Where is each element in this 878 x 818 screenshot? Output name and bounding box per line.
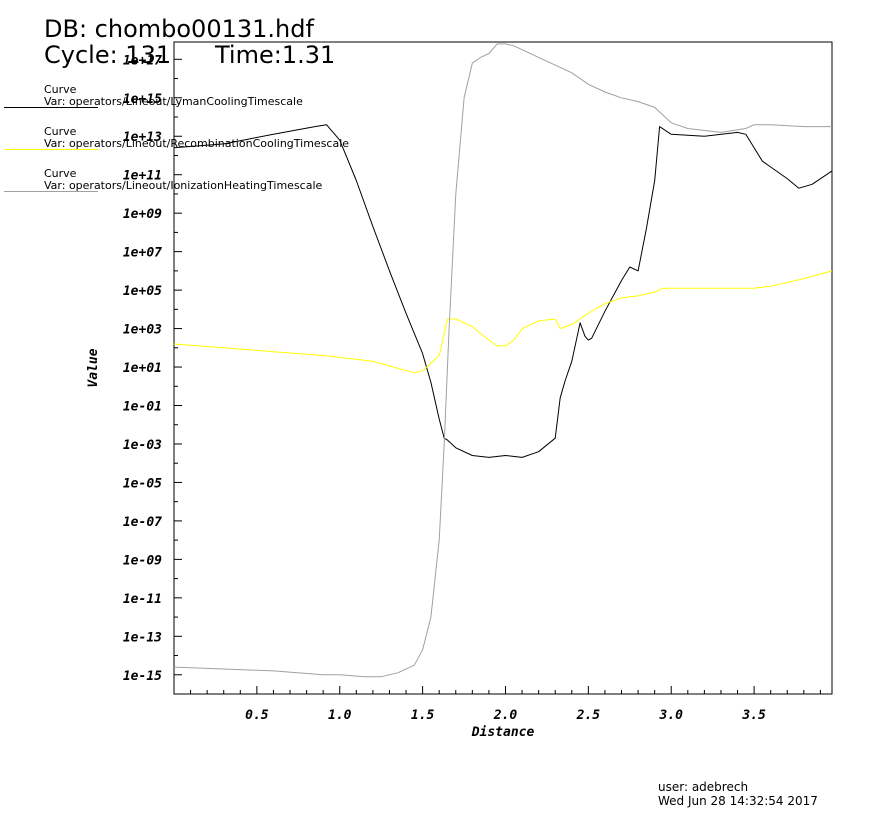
- series-line-LymanCoolingTimescale: [173, 124, 833, 458]
- y-axis: 1e+17 1e+15 1e+13 1e+11 1e+09 1e+07 1e+05 1e+03…: [123, 53, 182, 695]
- y-tick-label: 1e+13: [123, 130, 162, 145]
- time-label: Time:1.31: [215, 41, 336, 69]
- plot-frame: [173, 41, 833, 695]
- legend-title: Curve: [44, 167, 77, 180]
- database-title: DB: chombo00131.hdf: [44, 15, 314, 43]
- legend-entry-recombination: Curve Var: operators/Lineout/Recombinati…: [44, 126, 349, 150]
- y-tick-label: 1e-11: [123, 592, 162, 607]
- user-label: user: adebrech: [658, 780, 749, 794]
- x-tick-label: 3.0: [658, 708, 683, 723]
- y-tick-label: 1e+15: [123, 92, 162, 107]
- x-tick-label: 3.5: [741, 708, 766, 723]
- y-tick-label: 1e-01: [123, 400, 162, 415]
- legend-entry-ionization: Curve Var: operators/Lineout/IonizationH…: [44, 168, 322, 192]
- y-tick-label: 1e+11: [123, 169, 162, 184]
- timestamp-label: Wed Jun 28 14:32:54 2017: [658, 794, 818, 808]
- legend-var: Var: operators/Lineout/RecombinationCool…: [44, 137, 350, 150]
- x-axis: 0.5 1.0 1.5 2.0 2.5 3.0 3.5: [190, 686, 821, 723]
- y-tick-label: 1e-09: [123, 553, 162, 568]
- series-line-IonizationHeatingTimescale: [173, 43, 832, 678]
- y-tick-label: 1e+09: [123, 207, 162, 222]
- y-axis-label: Value: [86, 348, 101, 387]
- y-tick-label: 1e-15: [123, 669, 162, 684]
- x-tick-label: 1.0: [328, 708, 352, 723]
- legend-swatch-ionization: [4, 191, 98, 192]
- curves-group: [173, 43, 833, 678]
- y-tick-label: 1e-03: [123, 438, 162, 453]
- legend-title: Curve: [44, 125, 77, 138]
- y-tick-label: 1e-13: [123, 630, 162, 645]
- cycle-label: Cycle: 131: [44, 41, 172, 69]
- y-tick-label: 1e+01: [123, 361, 162, 376]
- legend-swatch-lyman: [4, 107, 98, 108]
- legend-swatch-recombination: [4, 149, 98, 150]
- x-tick-label: 1.5: [411, 708, 435, 723]
- y-tick-label: 1e-05: [123, 476, 162, 491]
- legend-title: Curve: [44, 83, 77, 96]
- y-tick-label: 1e+05: [123, 284, 162, 299]
- legend-var: Var: operators/Lineout/IonizationHeating…: [44, 179, 323, 192]
- x-tick-label: 2.5: [576, 708, 601, 723]
- series-line-RecombinationCoolingTimescale: [173, 270, 833, 374]
- legend-entry-lyman: Curve Var: operators/Lineout/LymanCoolin…: [44, 84, 303, 108]
- y-tick-label: 1e+17: [123, 53, 162, 68]
- legend-var: Var: operators/Lineout/LymanCoolingTimes…: [44, 95, 303, 108]
- x-axis-label: Distance: [471, 725, 535, 740]
- x-tick-label: 2.0: [493, 708, 518, 723]
- y-tick-label: 1e+03: [123, 323, 162, 338]
- x-tick-label: 0.5: [245, 708, 269, 723]
- y-tick-label: 1e+07: [123, 246, 162, 261]
- y-tick-label: 1e-07: [123, 515, 162, 530]
